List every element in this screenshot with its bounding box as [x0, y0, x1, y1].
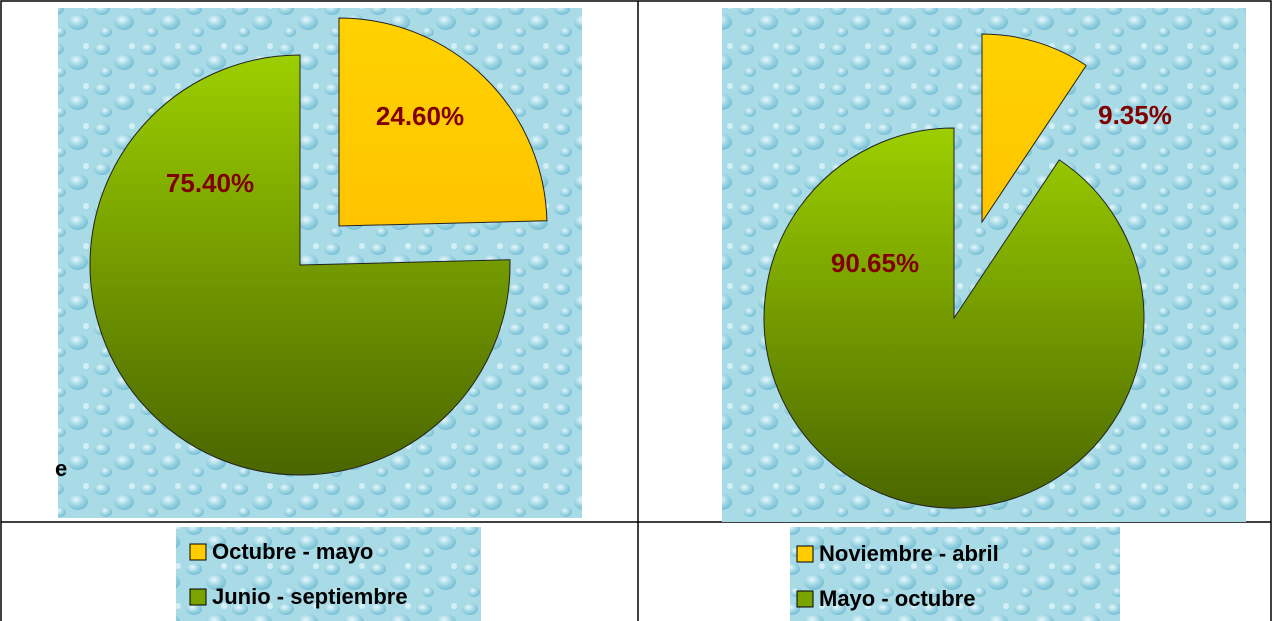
data-label: 24.60%: [376, 101, 464, 131]
legend-swatch: [189, 543, 207, 561]
legend-background: [790, 527, 1120, 621]
charts: 24.60% 75.40% Octubre - mayo Junio - septie…: [55, 17, 1172, 611]
legend-label: Mayo - octubre: [819, 586, 975, 611]
data-label: 9.35%: [1098, 100, 1172, 130]
pie-slice: [981, 33, 1087, 224]
legend-label: Junio - septiembre: [212, 584, 408, 609]
annotation: e: [55, 456, 67, 481]
pie-slice: [763, 127, 1145, 509]
legend-swatch: [189, 588, 207, 606]
pie-slice: [89, 54, 511, 476]
legend-label: Octubre - mayo: [212, 539, 373, 564]
data-label: 90.65%: [831, 248, 919, 278]
legend-label: Noviembre - abril: [819, 541, 999, 566]
data-label: 75.40%: [166, 168, 254, 198]
legend-background: [176, 527, 481, 621]
legend-swatch: [796, 545, 814, 563]
pie-slice: [338, 17, 548, 227]
legend-swatch: [796, 590, 814, 608]
